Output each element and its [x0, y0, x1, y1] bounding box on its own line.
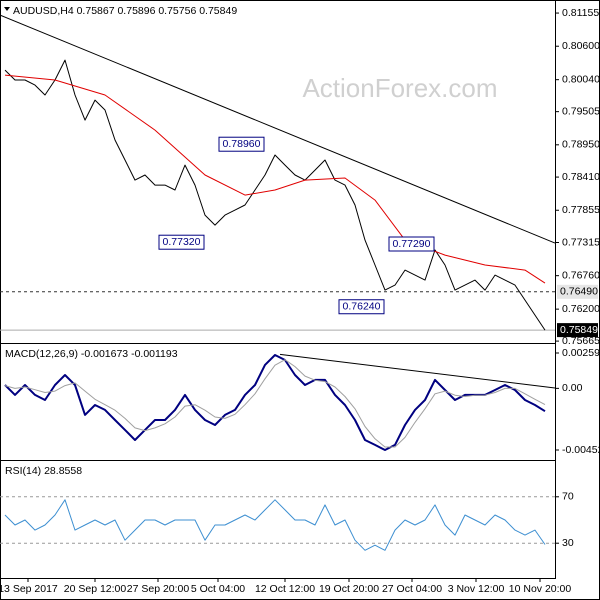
series-line — [4, 354, 546, 451]
trendline — [279, 353, 556, 389]
x-tick-label: 10 Nov 20:00 — [509, 583, 572, 595]
x-tick-label: 13 Sep 2017 — [0, 583, 58, 595]
annotation-box — [158, 234, 205, 250]
y-tick-label: -0.004522 — [562, 444, 600, 456]
x-tick-label: 27 Sep 20:00 — [127, 583, 190, 595]
series-line — [4, 74, 546, 284]
x-tick-label: 27 Oct 04:00 — [382, 583, 442, 595]
x-tick-label: 5 Oct 04:00 — [191, 583, 245, 595]
x-tick-label: 20 Sep 12:00 — [64, 583, 127, 595]
trendline — [0, 14, 556, 244]
panel-title: AUDUSD,H4 0.75867 0.75896 0.75756 0.7584… — [13, 5, 237, 17]
level-box — [557, 284, 598, 299]
y-tick-label: 70 — [562, 491, 574, 503]
y-tick-label: 0.76200 — [562, 303, 600, 315]
series-line — [4, 499, 546, 551]
x-tick-label: 3 Nov 12:00 — [448, 583, 505, 595]
annotation-label: 0.78960 — [223, 138, 261, 150]
y-tick-label: 0.002595 — [562, 347, 600, 359]
y-tick-label: 0.76760 — [562, 269, 600, 281]
level-label: 0.76490 — [560, 286, 598, 298]
annotation-box — [218, 136, 265, 152]
panel-title: MACD(12,26,9) -0.001673 -0.001193 — [5, 348, 178, 360]
y-tick-label: 0.78410 — [562, 171, 600, 183]
y-tick-label: 0.79505 — [562, 105, 600, 117]
level-label: 0.75849 — [560, 324, 598, 336]
y-tick-label: 0.80600 — [562, 40, 600, 52]
annotation-label: 0.77320 — [163, 236, 201, 248]
y-tick-label: 0.80040 — [562, 73, 600, 85]
y-tick-label: 30 — [562, 537, 574, 549]
y-tick-label: 0.78950 — [562, 139, 600, 151]
y-tick-label: 0.75665 — [562, 335, 600, 347]
y-tick-label: 0.81155 — [562, 7, 599, 19]
annotation-label: 0.77290 — [393, 238, 431, 250]
y-tick-label: 0.00 — [562, 382, 583, 394]
y-tick-label: 0.77855 — [562, 204, 600, 216]
annotation-box — [388, 236, 435, 252]
series-line — [4, 359, 546, 448]
annotation-label: 0.76240 — [343, 301, 381, 313]
menu-arrow — [4, 7, 10, 11]
y-tick-label: 0.77315 — [562, 236, 600, 248]
level-box — [557, 323, 598, 338]
panel-title: RSI(14) 28.8558 — [5, 465, 82, 477]
annotation-box — [338, 299, 385, 315]
watermark: ActionForex.com — [302, 73, 497, 103]
series-line — [4, 59, 546, 331]
x-tick-label: 19 Oct 20:00 — [319, 583, 379, 595]
x-tick-label: 12 Oct 12:00 — [255, 583, 315, 595]
